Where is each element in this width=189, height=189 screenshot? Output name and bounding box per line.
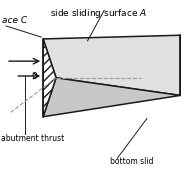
Polygon shape — [43, 39, 56, 117]
Text: abutment thrust: abutment thrust — [1, 134, 64, 143]
Text: 0: 0 — [32, 72, 38, 81]
Text: bottom slid: bottom slid — [110, 157, 153, 166]
Polygon shape — [43, 35, 180, 95]
Text: side sliding surface $A$: side sliding surface $A$ — [50, 6, 147, 19]
Text: ace C: ace C — [2, 16, 27, 25]
Polygon shape — [43, 78, 180, 117]
